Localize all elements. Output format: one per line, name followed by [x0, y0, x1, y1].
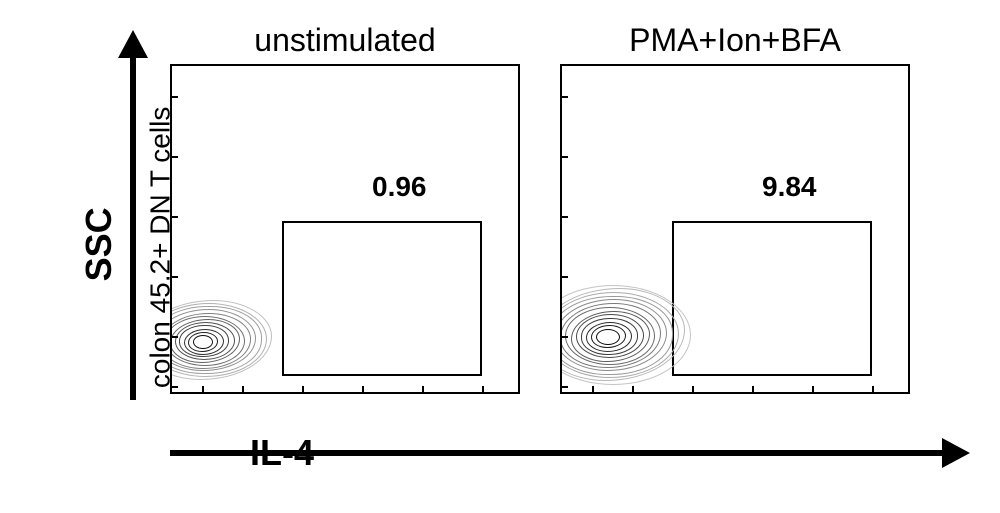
panel-unstimulated: unstimulated 0.96 — [170, 20, 520, 394]
contour-plot: 0.96 — [170, 64, 520, 394]
contour-plot: 9.84 — [560, 64, 910, 394]
panel-stimulated: PMA+Ion+BFA 9.84 — [560, 20, 910, 394]
flow-cytometry-figure: colon 45.2+ DN T cells SSC unstimulated … — [20, 20, 980, 493]
panel-title: unstimulated — [254, 20, 435, 60]
panel-row: unstimulated 0.96 PMA+Ion+BFA 9.84 — [170, 20, 910, 394]
panel-title: PMA+Ion+BFA — [629, 20, 841, 60]
density-contours — [172, 66, 522, 396]
density-contours — [562, 66, 912, 396]
inner-y-axis-label: SSC — [78, 207, 120, 281]
